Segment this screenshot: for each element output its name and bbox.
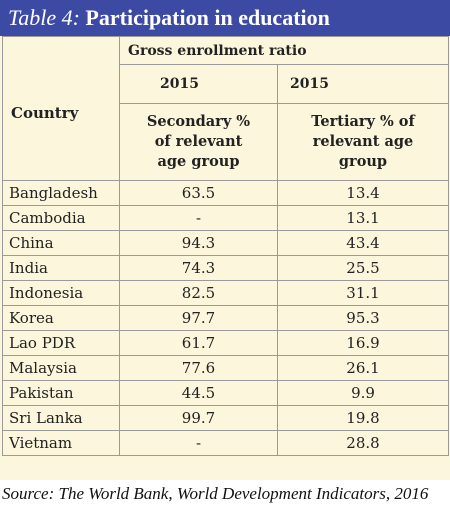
tertiary-cell: 31.1 — [277, 280, 449, 306]
secondary-cell: 77.6 — [119, 355, 278, 381]
country-cell: Korea — [2, 305, 120, 331]
tertiary-cell: 19.8 — [277, 405, 449, 431]
secondary-cell: 63.5 — [119, 180, 278, 206]
table-panel: Country Gross enrollment ratio 2015 2015… — [0, 36, 450, 480]
country-column-header: Country — [2, 36, 120, 181]
table-row: Bangladesh 63.5 13.4 — [2, 180, 449, 206]
table-row: Pakistan 44.5 9.9 — [2, 380, 449, 406]
country-cell: Sri Lanka — [2, 405, 120, 431]
table-row: Cambodia -13.1 — [2, 205, 449, 231]
secondary-cell: 61.7 — [119, 330, 278, 356]
table-row: Lao PDR 61.7 16.9 — [2, 330, 449, 356]
tertiary-column-header: Tertiary % of relevant age group — [277, 103, 449, 181]
tertiary-cell: 13.1 — [277, 205, 449, 231]
tertiary-year-header: 2015 — [277, 64, 449, 104]
secondary-column-header: Secondary % of relevant age group — [119, 103, 278, 181]
education-table: Country Gross enrollment ratio 2015 2015… — [2, 36, 449, 456]
tertiary-cell: 26.1 — [277, 355, 449, 381]
tertiary-cell: 95.3 — [277, 305, 449, 331]
secondary-cell: 94.3 — [119, 230, 278, 256]
table-title-text: Participation in education — [85, 5, 330, 30]
country-cell: Cambodia — [2, 205, 120, 231]
secondary-cell: 44.5 — [119, 380, 278, 406]
secondary-cell: 74.3 — [119, 255, 278, 281]
tertiary-cell: 16.9 — [277, 330, 449, 356]
table-title: Table 4: Participation in education — [0, 0, 450, 36]
table-row: Vietnam -28.8 — [2, 430, 449, 456]
secondary-cell: 97.7 — [119, 305, 278, 331]
secondary-cell: 99.7 — [119, 405, 278, 431]
table-row: Malaysia 77.6 26.1 — [2, 355, 449, 381]
country-cell: China — [2, 230, 120, 256]
secondary-cell: 82.5 — [119, 280, 278, 306]
country-cell: Lao PDR — [2, 330, 120, 356]
table-row: China 94.3 43.4 — [2, 230, 449, 256]
tertiary-cell: 13.4 — [277, 180, 449, 206]
table-body: Bangladesh 63.5 13.4 Cambodia -13.1 China 94.3… — [2, 180, 449, 456]
country-cell: India — [2, 255, 120, 281]
country-cell: Bangladesh — [2, 180, 120, 206]
country-cell: Malaysia — [2, 355, 120, 381]
country-cell: Vietnam — [2, 430, 120, 456]
table-row: Korea 97.7 95.3 — [2, 305, 449, 331]
secondary-header-text: Secondary % of relevant age group — [146, 113, 251, 170]
tertiary-cell: 43.4 — [277, 230, 449, 256]
gross-enrollment-header: Gross enrollment ratio — [119, 36, 449, 65]
source-note: Source: The World Bank, World Developmen… — [2, 484, 429, 503]
tertiary-cell: 25.5 — [277, 255, 449, 281]
secondary-year-header: 2015 — [119, 64, 278, 104]
table-row: Sri Lanka 99.7 19.8 — [2, 405, 449, 431]
secondary-cell: - — [119, 205, 278, 231]
table-row: Indonesia 82.5 31.1 — [2, 280, 449, 306]
tertiary-cell: 9.9 — [277, 380, 449, 406]
tertiary-cell: 28.8 — [277, 430, 449, 456]
country-cell: Pakistan — [2, 380, 120, 406]
country-cell: Indonesia — [2, 280, 120, 306]
tertiary-header-text: Tertiary % of relevant age group — [311, 113, 415, 170]
table-number: Table 4: — [8, 5, 80, 30]
table-row: India 74.3 25.5 — [2, 255, 449, 281]
secondary-cell: - — [119, 430, 278, 456]
